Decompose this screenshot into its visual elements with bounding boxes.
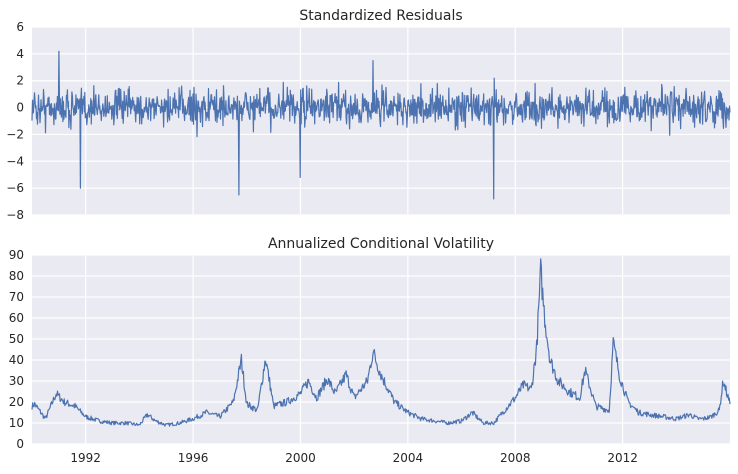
volatility-x-tick-label: 1992 [70, 451, 101, 465]
volatility-y-tick-label: 70 [9, 290, 24, 304]
volatility-panel: 90 80 70 60 50 40 30 20 10 0 1992 1996 2000 2004 2008… [9, 236, 731, 465]
volatility-y-tick-label: 50 [9, 332, 24, 346]
volatility-y-tick-label: 90 [9, 248, 24, 262]
volatility-series-line [31, 258, 731, 427]
volatility-y-tick-label: 60 [9, 311, 24, 325]
volatility-y-tick-label: 0 [16, 437, 24, 451]
residuals-y-tick-label: 2 [16, 74, 24, 88]
residuals-title: Standardized Residuals [299, 8, 462, 24]
residuals-y-tick-label: −8 [6, 208, 24, 222]
residuals-y-tick-label: 0 [16, 101, 24, 115]
volatility-x-tick-label: 2004 [393, 451, 424, 465]
volatility-y-tick-labels: 90 80 70 60 50 40 30 20 10 0 [9, 248, 24, 451]
volatility-y-tick-label: 10 [9, 416, 24, 430]
residuals-y-tick-label: −4 [6, 154, 24, 168]
volatility-y-tick-label: 40 [9, 353, 24, 367]
volatility-title: Annualized Conditional Volatility [268, 236, 494, 252]
volatility-x-tick-label: 1996 [178, 451, 209, 465]
volatility-y-tick-label: 20 [9, 395, 24, 409]
residuals-series-line [31, 50, 731, 200]
residuals-y-tick-label: 6 [16, 20, 24, 34]
volatility-y-tick-label: 80 [9, 269, 24, 283]
residuals-y-tick-label: −6 [6, 181, 24, 195]
residuals-y-tick-label: 4 [16, 47, 24, 61]
volatility-x-tick-label: 2012 [607, 451, 638, 465]
volatility-y-tick-label: 30 [9, 374, 24, 388]
volatility-x-tick-label: 2008 [500, 451, 531, 465]
residuals-panel: 6 4 2 0 −2 −4 −6 −8 Standardized Residuals [6, 8, 731, 222]
volatility-plot-area [32, 255, 730, 444]
residuals-y-tick-labels: 6 4 2 0 −2 −4 −6 −8 [6, 20, 24, 222]
volatility-x-tick-label: 2000 [285, 451, 316, 465]
residuals-y-tick-label: −2 [6, 127, 24, 141]
volatility-x-tick-labels: 1992 1996 2000 2004 2008 2012 [70, 451, 637, 465]
